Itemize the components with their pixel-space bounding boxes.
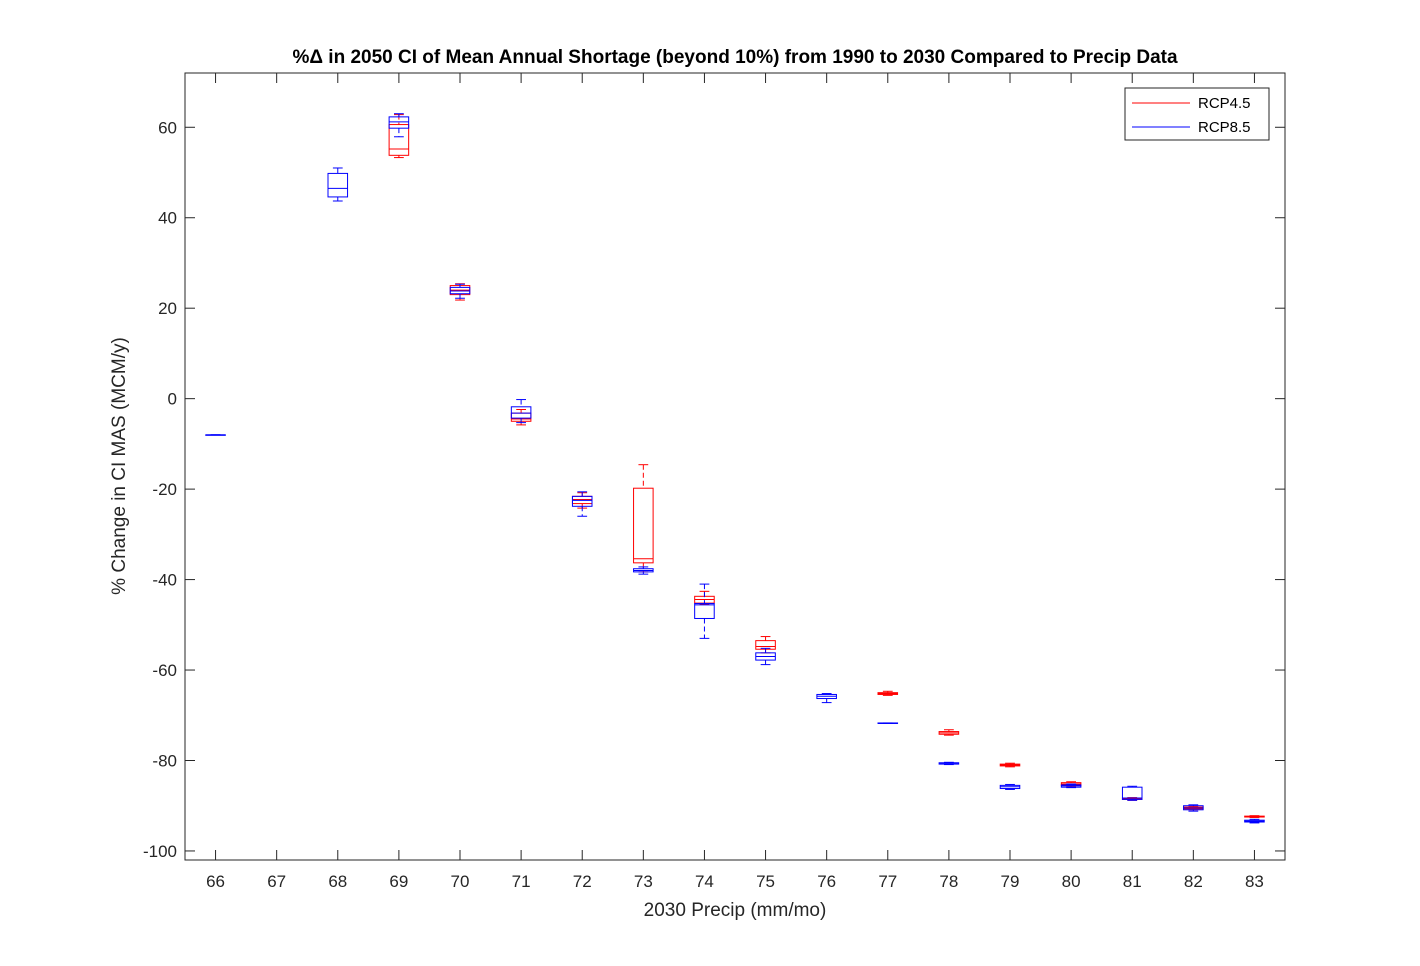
legend-label-rcp45: RCP4.5 xyxy=(1198,95,1251,112)
chart-title: %Δ in 2050 CI of Mean Annual Shortage (b… xyxy=(292,47,1177,68)
x-tick-label: 66 xyxy=(206,872,225,891)
box-plot xyxy=(755,647,776,666)
iqr-box xyxy=(388,124,410,156)
x-tick-label: 75 xyxy=(756,872,775,891)
box-plot xyxy=(1183,804,1204,812)
box-plot xyxy=(205,434,226,436)
box-plot xyxy=(449,283,471,299)
x-tick-label: 73 xyxy=(634,872,653,891)
x-tick-label: 81 xyxy=(1123,872,1142,891)
box-plot xyxy=(694,583,715,639)
iqr-box xyxy=(633,487,654,564)
x-tick-label: 83 xyxy=(1245,872,1264,891)
y-tick-label: -60 xyxy=(152,661,177,680)
y-tick-label: -20 xyxy=(152,480,177,499)
box-plot xyxy=(877,690,899,696)
box-plot xyxy=(938,761,960,766)
iqr-box xyxy=(388,116,410,129)
legend: RCP4.5 RCP8.5 xyxy=(1124,87,1270,141)
x-tick-label: 72 xyxy=(573,872,592,891)
x-tick-label: 74 xyxy=(695,872,714,891)
y-tick-label: -80 xyxy=(152,751,177,770)
legend-box xyxy=(1124,87,1270,141)
series-rcp85 xyxy=(205,113,1265,824)
box-plot xyxy=(999,783,1021,790)
x-tick-label: 82 xyxy=(1184,872,1203,891)
y-tick-label: 40 xyxy=(158,209,177,228)
y-axis-label: % Change in CI MAS (MCM/y) xyxy=(109,337,130,595)
iqr-box xyxy=(571,495,593,507)
x-tick-label: 79 xyxy=(1001,872,1020,891)
y-tick-label: 20 xyxy=(158,299,177,318)
y-tick-label: 0 xyxy=(168,390,177,409)
x-tick-label: 78 xyxy=(939,872,958,891)
box-plot xyxy=(1060,783,1082,789)
x-tick-label: 71 xyxy=(512,872,531,891)
x-tick-label: 67 xyxy=(267,872,286,891)
y-axis: -100 -80 -60 -40 -20 0 20 40 60 xyxy=(143,118,1285,861)
x-axis: 66 67 68 69 70 71 72 73 74 75 76 77 78 79 80 81 82 83 xyxy=(206,73,1264,891)
x-tick-label: 77 xyxy=(878,872,897,891)
y-tick-label: -100 xyxy=(143,842,177,861)
box-plot xyxy=(1121,785,1143,801)
box-plot xyxy=(571,491,593,517)
box-plot xyxy=(510,399,532,424)
box-series-group xyxy=(205,113,1265,824)
box-plot xyxy=(633,566,654,575)
box-plot xyxy=(938,729,960,736)
x-tick-label: 69 xyxy=(389,872,408,891)
x-axis-label: 2030 Precip (mm/mo) xyxy=(644,900,827,921)
x-tick-label: 68 xyxy=(328,872,347,891)
box-plot xyxy=(877,722,899,724)
box-plot xyxy=(1244,815,1265,818)
box-plot xyxy=(388,113,410,138)
x-tick-label: 76 xyxy=(817,872,836,891)
box-plot xyxy=(816,693,837,704)
plot-area xyxy=(184,72,1286,861)
iqr-box xyxy=(694,603,715,619)
box-plot xyxy=(999,762,1021,768)
y-tick-label: -40 xyxy=(152,571,177,590)
iqr-box xyxy=(327,172,349,198)
legend-label-rcp85: RCP8.5 xyxy=(1198,119,1251,136)
box-plot xyxy=(327,167,349,202)
x-tick-label: 70 xyxy=(451,872,470,891)
box-plot xyxy=(1244,818,1265,824)
y-tick-label: 60 xyxy=(158,118,177,137)
iqr-box xyxy=(510,406,532,419)
x-tick-label: 80 xyxy=(1062,872,1081,891)
iqr-box xyxy=(1121,786,1143,800)
